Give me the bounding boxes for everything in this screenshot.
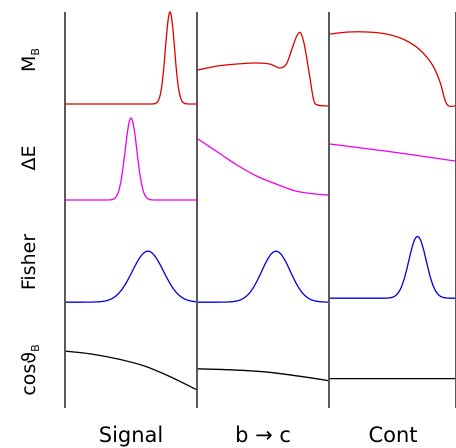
curve-cos-theta-signal [65,350,197,390]
curves-layer [65,10,456,390]
col-label-signal: Signal [99,423,164,447]
curve-mb-cont [329,31,456,108]
curve-fisher-cont [330,235,455,299]
curve-mb-b-to-c [197,31,329,107]
curve-fisher-signal [66,250,196,303]
curve-delta-e-b-to-c [197,138,329,196]
row-label-cos-theta: cosϑB [18,344,42,395]
curve-fisher-b-to-c [198,250,328,303]
curve-mb-signal [66,10,196,105]
row-label-fisher: Fisher [18,234,40,290]
row-label-delta-e: ΔE [18,145,40,170]
col-label-b-to-c: b → c [235,423,291,447]
row-label-mb: MB [18,48,42,72]
curve-delta-e-signal [66,117,196,201]
col-label-cont: Cont [368,423,417,447]
curve-delta-e-cont [329,143,456,162]
curve-cos-theta-b-to-c [197,368,329,382]
